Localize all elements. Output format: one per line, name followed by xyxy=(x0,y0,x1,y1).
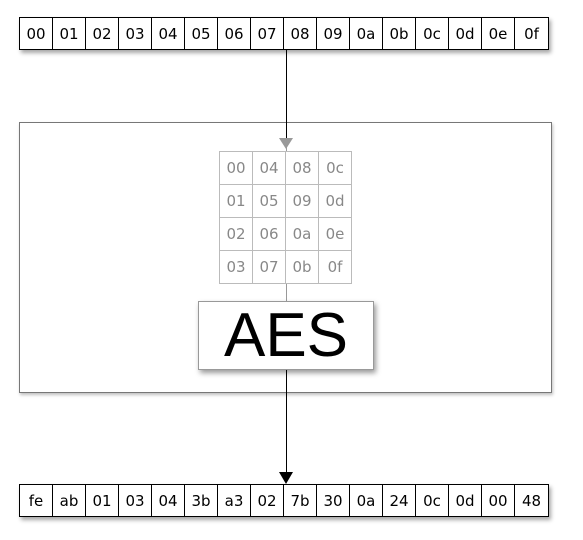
output-byte: ab xyxy=(53,485,86,516)
input-byte: 04 xyxy=(152,18,185,49)
input-byte-row: 00 01 02 03 04 05 06 07 08 09 0a 0b 0c 0… xyxy=(19,17,549,50)
state-cell: 0f xyxy=(319,251,352,284)
output-byte: 0a xyxy=(350,485,383,516)
state-cell: 04 xyxy=(253,152,286,185)
input-byte: 0d xyxy=(449,18,482,49)
state-cell: 02 xyxy=(220,218,253,251)
input-connector-line xyxy=(286,48,287,138)
state-cell: 01 xyxy=(220,185,253,218)
state-cell: 09 xyxy=(286,185,319,218)
output-byte: fe xyxy=(20,485,53,516)
output-byte: 04 xyxy=(152,485,185,516)
state-cell: 0d xyxy=(319,185,352,218)
output-byte: 24 xyxy=(383,485,416,516)
output-byte: 0c xyxy=(416,485,449,516)
aes-block: AES xyxy=(198,301,374,370)
state-cell: 0b xyxy=(286,251,319,284)
input-byte: 06 xyxy=(218,18,251,49)
input-byte: 09 xyxy=(317,18,350,49)
state-cell: 0c xyxy=(319,152,352,185)
state-cell: 08 xyxy=(286,152,319,185)
input-byte: 01 xyxy=(53,18,86,49)
output-byte: 7b xyxy=(284,485,317,516)
state-matrix: 00 04 08 0c 01 05 09 0d 02 06 0a 0e 03 0… xyxy=(219,151,352,284)
output-byte: 0d xyxy=(449,485,482,516)
output-byte: 3b xyxy=(185,485,218,516)
input-byte: 07 xyxy=(251,18,284,49)
input-byte: 05 xyxy=(185,18,218,49)
output-byte: 01 xyxy=(86,485,119,516)
output-byte: 02 xyxy=(251,485,284,516)
input-byte: 0a xyxy=(350,18,383,49)
state-cell: 0e xyxy=(319,218,352,251)
output-connector-line xyxy=(286,370,287,474)
input-byte: 08 xyxy=(284,18,317,49)
state-cell: 05 xyxy=(253,185,286,218)
input-byte: 00 xyxy=(20,18,53,49)
state-cell: 07 xyxy=(253,251,286,284)
arrow-down-icon xyxy=(279,472,293,484)
state-cell: 03 xyxy=(220,251,253,284)
aes-label: AES xyxy=(223,300,349,370)
output-byte: 00 xyxy=(482,485,515,516)
arrow-down-icon xyxy=(279,138,293,149)
state-cell: 00 xyxy=(220,152,253,185)
input-byte: 0f xyxy=(524,24,539,43)
output-byte: a3 xyxy=(218,485,251,516)
output-byte: 03 xyxy=(119,485,152,516)
output-byte-row: fe ab 01 03 04 3b a3 02 7b 30 0a 24 0c 0… xyxy=(19,484,549,517)
input-byte: 0e xyxy=(482,18,515,49)
state-cell: 06 xyxy=(253,218,286,251)
input-byte: 0b xyxy=(383,18,416,49)
output-byte: 30 xyxy=(317,485,350,516)
input-byte: 0c xyxy=(416,18,449,49)
output-byte: 48 xyxy=(521,491,542,510)
state-cell: 0a xyxy=(286,218,319,251)
input-byte: 03 xyxy=(119,18,152,49)
input-byte: 02 xyxy=(86,18,119,49)
